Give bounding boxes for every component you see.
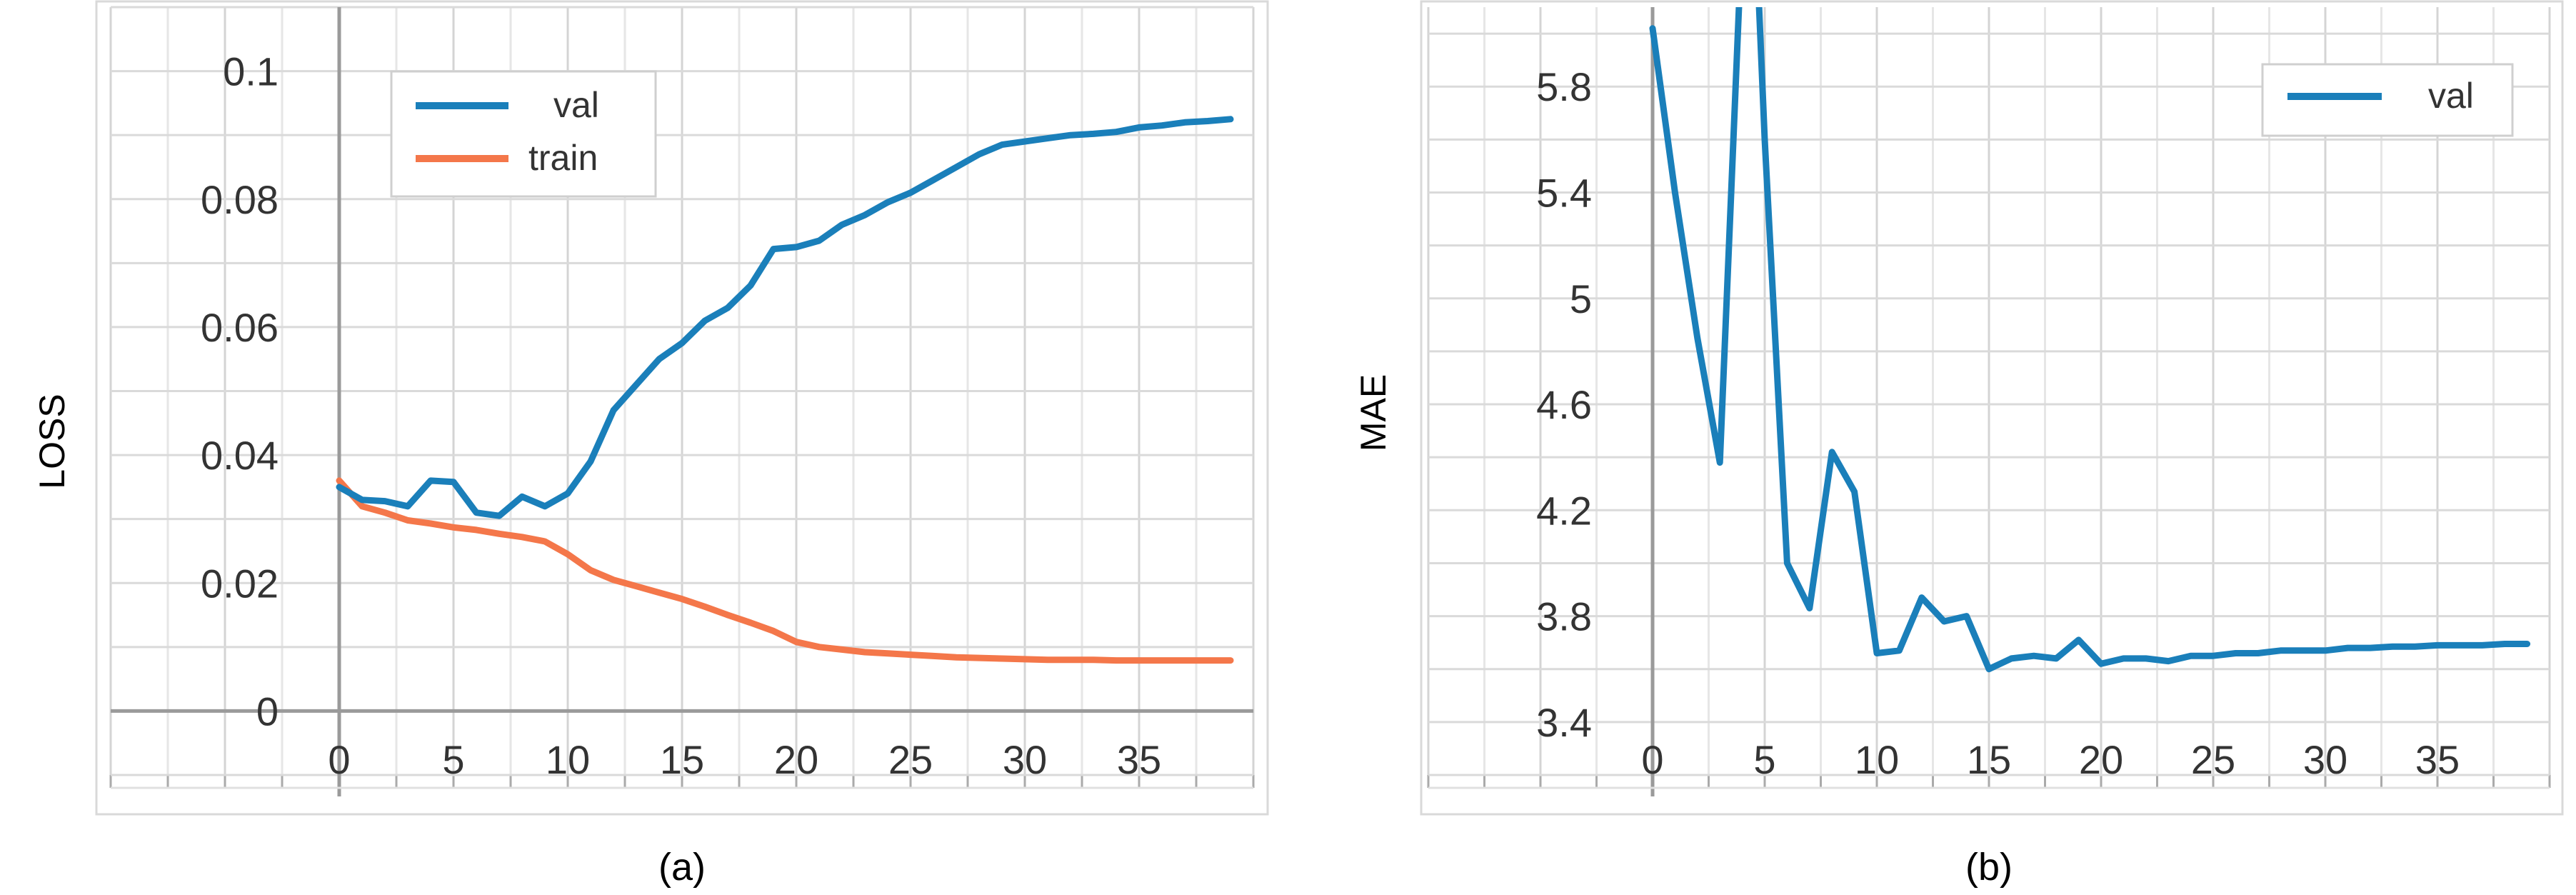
mae-y-tick-label: 3.8: [1536, 594, 1592, 639]
loss-x-tick-label: 0: [328, 737, 350, 782]
mae-y-tick-label: 3.4: [1536, 700, 1592, 745]
mae-y-tick-labels: 3.4 3.8 4.2 4.6 5 5.4 5.8: [1536, 64, 1592, 745]
mae-x-tick-label: 15: [1967, 737, 2011, 782]
loss-x-tick-labels: 0 5 10 15 20 25 30 35: [328, 737, 1161, 782]
mae-y-tick-label: 5.4: [1536, 170, 1592, 215]
mae-y-tick-label: 4.6: [1536, 382, 1592, 427]
mae-legend-val-label: val: [2428, 76, 2474, 116]
mae-y-tick-label: 5.8: [1536, 64, 1592, 109]
loss-x-tick-label: 20: [774, 737, 818, 782]
mae-series-lines: [1649, 7, 2531, 673]
loss-series-val-line: [336, 116, 1234, 519]
mae-y-tick-label: 4.2: [1536, 488, 1592, 533]
mae-x-tick-label: 35: [2415, 737, 2460, 782]
mae-x-tick-label: 0: [1641, 737, 1663, 782]
mae-chart-panel: 3.4 3.8 4.2 4.6 5 5.4 5.8 0 5 10 15 20 25 30 35 val M…: [1353, 0, 2564, 889]
mae-axes: [1428, 7, 2550, 796]
loss-y-tick-label: 0.08: [201, 177, 279, 222]
mae-x-tick-label: 30: [2303, 737, 2347, 782]
loss-y-axis-label: LOSS: [32, 394, 72, 489]
loss-x-tick-label: 5: [442, 737, 464, 782]
loss-chart-panel: 0 0.02 0.04 0.06 0.08 0.1 0 5 10 15 20 25 30 35 val …: [32, 0, 1269, 889]
loss-legend-box: [390, 70, 657, 198]
loss-y-tick-label: 0.02: [201, 561, 279, 606]
loss-x-tick-label: 35: [1117, 737, 1161, 782]
loss-y-tick-label: 0.1: [223, 49, 279, 94]
loss-x-tick-label: 15: [660, 737, 704, 782]
loss-x-tick-label: 30: [1003, 737, 1047, 782]
mae-panel-frame: [1420, 0, 2564, 816]
mae-y-tick-label: 5: [1570, 276, 1592, 321]
loss-x-tick-label: 25: [888, 737, 933, 782]
loss-panel-caption: (a): [658, 846, 706, 889]
loss-y-tick-labels: 0 0.02 0.04 0.06 0.08 0.1: [201, 49, 279, 734]
loss-legend-val-label: val: [553, 85, 599, 125]
mae-x-tick-label: 5: [1753, 737, 1775, 782]
loss-series-lines: [336, 116, 1234, 664]
loss-x-tick-label: 10: [546, 737, 590, 782]
mae-x-tick-label: 10: [1855, 737, 1899, 782]
loss-grid: [109, 6, 1255, 788]
mae-x-tick-label: 20: [2079, 737, 2123, 782]
loss-y-tick-label: 0.04: [201, 433, 279, 478]
mae-y-axis-label: MAE: [1353, 374, 1393, 451]
loss-panel-frame: [95, 0, 1269, 816]
loss-y-tick-label: 0: [256, 689, 279, 734]
mae-panel-caption: (b): [1965, 846, 2013, 889]
mae-legend: val: [2261, 63, 2514, 137]
mae-x-tick-label: 25: [2191, 737, 2235, 782]
loss-legend: val train: [390, 70, 657, 198]
loss-legend-train-label: train: [528, 138, 598, 178]
loss-series-train-line: [336, 477, 1234, 664]
mae-x-tick-labels: 0 5 10 15 20 25 30 35: [1641, 737, 2460, 782]
loss-y-tick-label: 0.06: [201, 305, 279, 350]
loss-axes: [111, 7, 1253, 796]
mae-series-val-line: [1649, 7, 2531, 673]
